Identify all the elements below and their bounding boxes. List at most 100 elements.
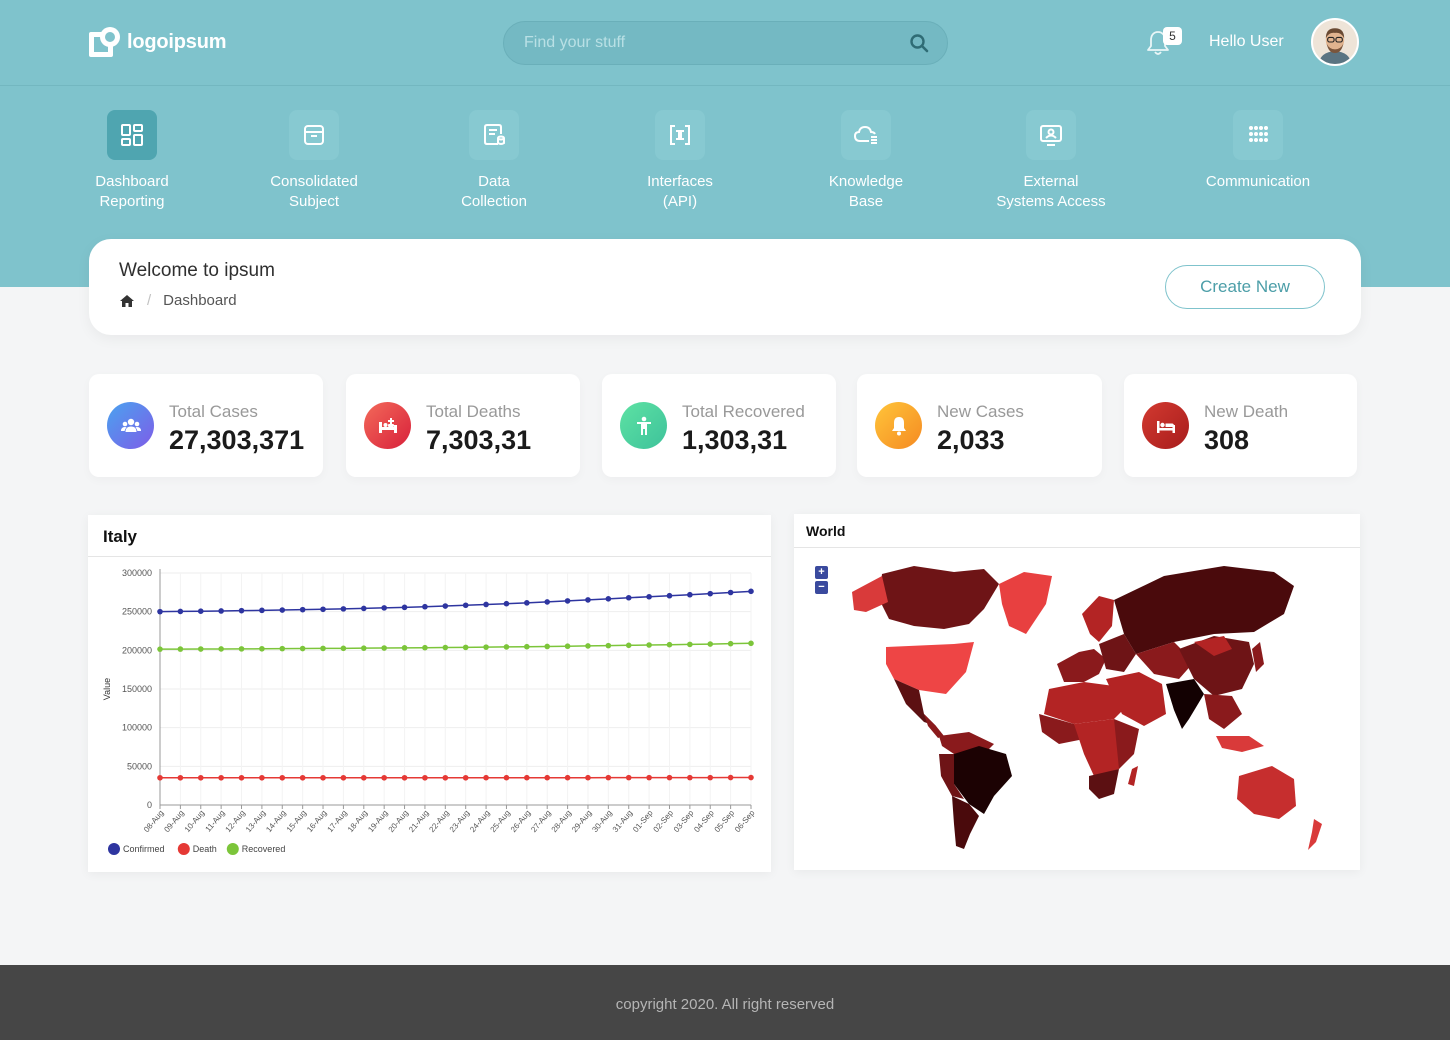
archive-box-icon bbox=[289, 110, 339, 160]
nav-consolidated-subject[interactable]: Consolidated Subject bbox=[234, 110, 394, 212]
welcome-card: Welcome to ipsum / Dashboard Create New bbox=[89, 239, 1361, 335]
data-point-confirmed bbox=[524, 600, 530, 606]
nav-label-line2: (API) bbox=[662, 193, 698, 210]
x-tick-label: 03-Sep bbox=[672, 808, 696, 834]
stat-label: New Cases bbox=[937, 402, 1024, 421]
data-point-confirmed bbox=[177, 608, 184, 615]
data-point-confirmed bbox=[442, 603, 449, 609]
data-point-recovered bbox=[320, 645, 326, 652]
series-line-confirmed bbox=[159, 590, 752, 613]
avatar[interactable] bbox=[1311, 18, 1359, 66]
data-point-recovered bbox=[585, 643, 591, 649]
italy-chart-panel: Italy 0 50000 100000 150000 200000 250000 3000… bbox=[88, 515, 771, 872]
data-point-confirmed bbox=[340, 606, 347, 612]
x-tick-label: 14-Aug bbox=[264, 809, 287, 835]
create-new-button[interactable]: Create New bbox=[1165, 265, 1325, 309]
breadcrumb-separator: / bbox=[147, 292, 152, 309]
notification-bell-icon[interactable] bbox=[1144, 29, 1172, 57]
stat-card-total-recovered: Total Recovered 1,303,31 bbox=[602, 374, 836, 477]
y-tick-label: 200000 bbox=[122, 645, 152, 655]
data-document-icon bbox=[469, 110, 519, 160]
x-tick-label: 06-Sep bbox=[733, 808, 757, 834]
nav-label-line2: Collection bbox=[461, 193, 527, 210]
stat-label: New Death bbox=[1204, 402, 1289, 421]
data-point-confirmed bbox=[360, 605, 367, 612]
user-avatar-image bbox=[1313, 20, 1357, 64]
nav-dashboard-reporting[interactable]: Dashboard Reporting bbox=[52, 110, 212, 212]
data-point-confirmed bbox=[238, 607, 245, 614]
map-region-new-zealand bbox=[1308, 819, 1322, 850]
nav-data-collection[interactable]: Data Collection bbox=[414, 110, 574, 212]
search-icon[interactable] bbox=[909, 33, 929, 53]
x-tick-label: 22-Aug bbox=[427, 809, 450, 835]
x-tick-label: 11-Aug bbox=[204, 809, 227, 834]
data-point-death bbox=[503, 774, 510, 781]
panel-title: World bbox=[806, 523, 846, 539]
y-tick-label: 0 bbox=[147, 800, 152, 810]
y-tick-label: 250000 bbox=[122, 607, 152, 617]
nav-label-line2: Subject bbox=[288, 193, 340, 210]
x-tick-label: 02-Sep bbox=[652, 808, 676, 834]
stat-label: Total Recovered bbox=[682, 402, 805, 421]
data-point-recovered bbox=[340, 645, 347, 652]
map-region-brazil bbox=[954, 746, 1012, 814]
legend-marker-confirmed bbox=[108, 843, 120, 855]
map-zoom-in-button[interactable]: + bbox=[815, 566, 828, 579]
data-point-confirmed bbox=[422, 603, 428, 610]
search-input[interactable] bbox=[524, 22, 894, 64]
data-point-death bbox=[646, 774, 652, 781]
data-point-confirmed bbox=[727, 589, 734, 596]
stat-label: Total Deaths bbox=[426, 402, 521, 421]
nav-external-systems-access[interactable]: External Systems Access bbox=[971, 110, 1131, 212]
bell-icon bbox=[875, 402, 922, 449]
data-point-confirmed bbox=[585, 597, 591, 603]
x-tick-label: 08-Aug bbox=[142, 809, 165, 835]
data-point-death bbox=[727, 774, 734, 781]
map-region-peru-bolivia bbox=[939, 754, 964, 799]
stat-card-new-cases: New Cases 2,033 bbox=[857, 374, 1102, 477]
world-choropleth-map[interactable] bbox=[794, 514, 1360, 870]
nav-communication[interactable]: Communication bbox=[1178, 110, 1338, 192]
data-point-recovered bbox=[666, 641, 673, 648]
data-point-death bbox=[259, 774, 265, 781]
map-region-greenland bbox=[999, 572, 1052, 634]
x-tick-label: 13-Aug bbox=[244, 809, 267, 835]
data-point-confirmed bbox=[544, 599, 551, 605]
data-point-death bbox=[340, 774, 347, 781]
data-point-recovered bbox=[544, 643, 551, 650]
monitor-user-icon bbox=[1026, 110, 1076, 160]
search-bar[interactable] bbox=[503, 21, 948, 65]
data-point-death bbox=[462, 774, 469, 781]
panel-divider bbox=[88, 556, 771, 557]
notification-count-badge: 5 bbox=[1163, 27, 1182, 45]
series-line-recovered bbox=[159, 642, 752, 650]
map-region-alaska bbox=[852, 576, 888, 612]
panel-title: Italy bbox=[103, 527, 138, 546]
data-point-recovered bbox=[197, 646, 204, 652]
data-point-death bbox=[422, 774, 428, 781]
data-point-confirmed bbox=[707, 590, 714, 597]
user-greeting[interactable]: Hello User bbox=[1209, 33, 1284, 50]
data-point-recovered bbox=[503, 644, 510, 650]
x-tick-label: 21-Aug bbox=[407, 809, 430, 835]
nav-interfaces-api[interactable]: Interfaces (API) bbox=[600, 110, 760, 212]
home-icon[interactable] bbox=[119, 294, 135, 308]
data-point-death bbox=[666, 774, 673, 781]
x-tick-label: 04-Sep bbox=[692, 808, 716, 834]
nav-knowledge-base[interactable]: Knowledge Base bbox=[786, 110, 946, 212]
map-zoom-out-button[interactable]: − bbox=[815, 581, 828, 594]
x-tick-label: 15-Aug bbox=[285, 809, 308, 835]
data-point-recovered bbox=[279, 645, 286, 652]
data-point-death bbox=[177, 774, 184, 781]
logo-text: logoipsum bbox=[127, 31, 227, 53]
logo[interactable]: logoipsum bbox=[88, 26, 227, 59]
data-point-death bbox=[585, 774, 591, 781]
data-point-death bbox=[564, 774, 571, 781]
data-point-recovered bbox=[707, 641, 714, 647]
map-region-argentina-chile bbox=[952, 796, 979, 849]
map-region-central-america bbox=[924, 714, 944, 738]
x-tick-label: 20-Aug bbox=[387, 809, 410, 835]
data-point-recovered bbox=[483, 644, 489, 650]
world-map-panel: World + − bbox=[794, 514, 1360, 870]
dot-grid-icon bbox=[1233, 110, 1283, 160]
